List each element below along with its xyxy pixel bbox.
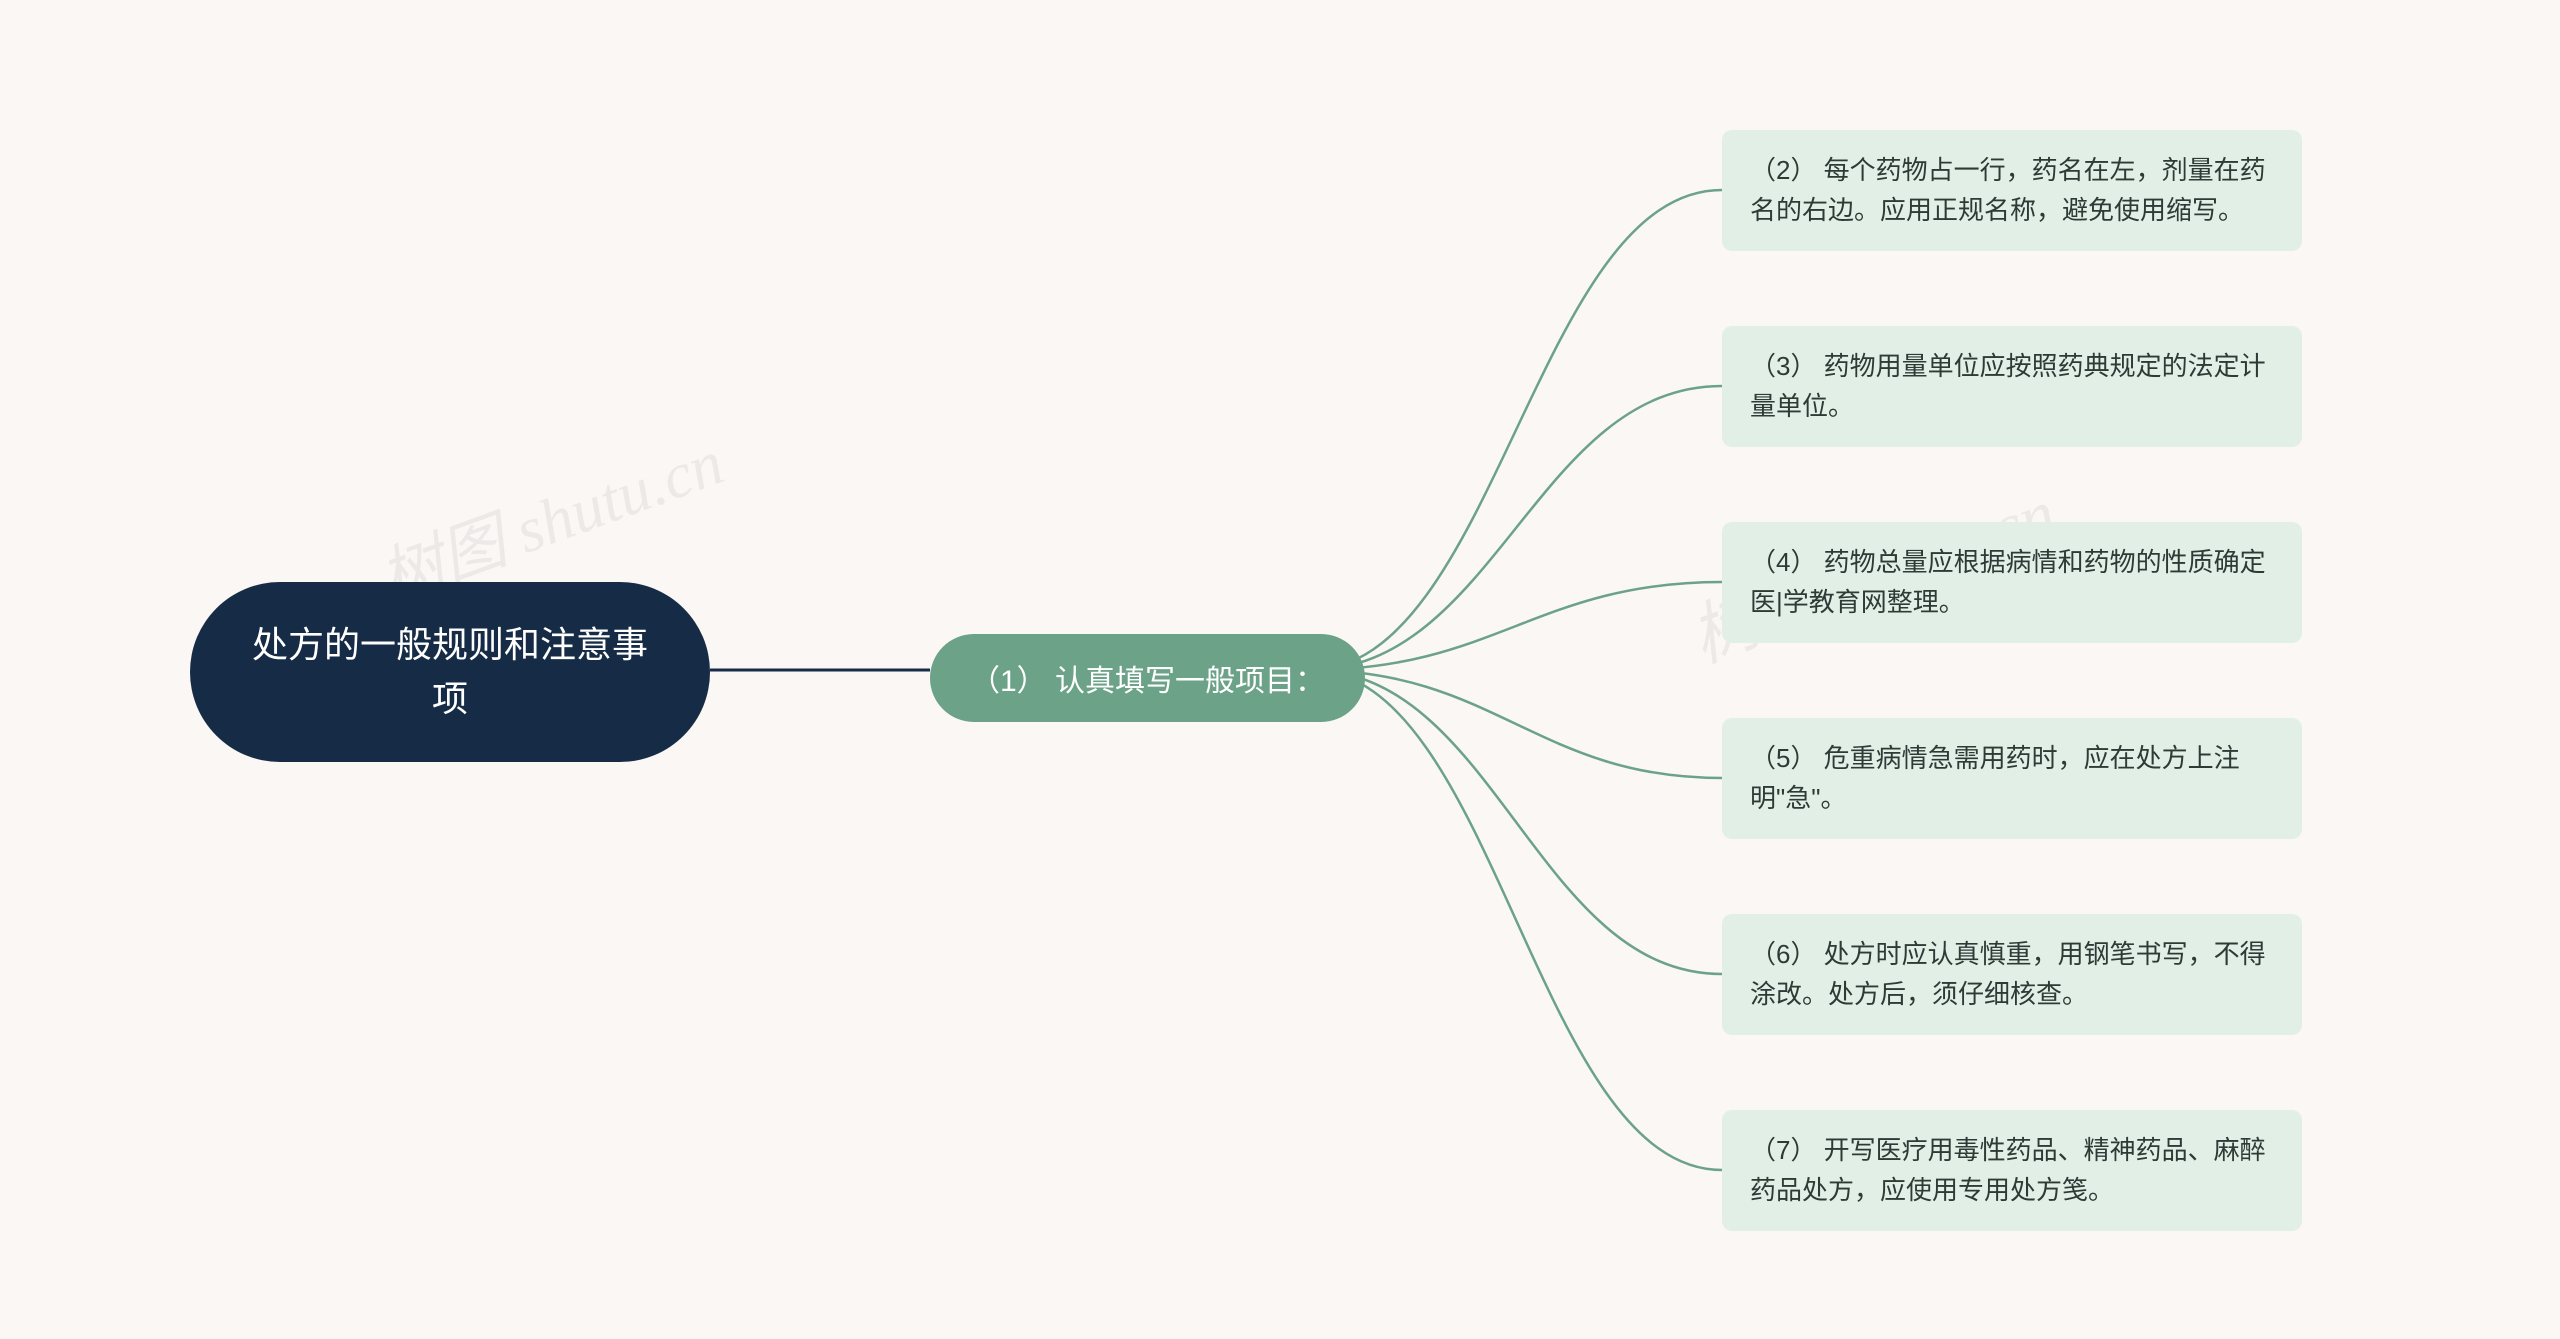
leaf-node[interactable]: （6） 处方时应认真慎重，用钢笔书写，不得涂改。处方后，须仔细核查。: [1722, 914, 2302, 1035]
leaf-node-text: （5） 危重病情急需用药时，应在处方上注明"急"。: [1750, 743, 2240, 813]
leaf-node-text: （4） 药物总量应根据病情和药物的性质确定医|学教育网整理。: [1750, 547, 2266, 617]
root-node[interactable]: 处方的一般规则和注意事项: [190, 582, 710, 762]
leaf-node[interactable]: （7） 开写医疗用毒性药品、精神药品、麻醉药品处方，应使用专用处方笺。: [1722, 1110, 2302, 1231]
mid-node-text: （1） 认真填写一般项目：: [970, 665, 1325, 698]
mid-node[interactable]: （1） 认真填写一般项目：: [930, 634, 1365, 722]
leaf-node[interactable]: （4） 药物总量应根据病情和药物的性质确定医|学教育网整理。: [1722, 522, 2302, 643]
leaf-node[interactable]: （3） 药物用量单位应按照药典规定的法定计量单位。: [1722, 326, 2302, 447]
leaf-node-text: （2） 每个药物占一行，药名在左，剂量在药名的右边。应用正规名称，避免使用缩写。: [1750, 155, 2266, 225]
leaf-node-text: （3） 药物用量单位应按照药典规定的法定计量单位。: [1750, 351, 2266, 421]
leaf-node-text: （6） 处方时应认真慎重，用钢笔书写，不得涂改。处方后，须仔细核查。: [1750, 939, 2266, 1009]
leaf-node[interactable]: （5） 危重病情急需用药时，应在处方上注明"急"。: [1722, 718, 2302, 839]
root-text-line2: 项: [432, 678, 468, 719]
root-text-line1: 处方的一般规则和注意事: [252, 624, 648, 665]
leaf-node-text: （7） 开写医疗用毒性药品、精神药品、麻醉药品处方，应使用专用处方笺。: [1750, 1135, 2266, 1205]
mindmap-canvas: 树图 shutu.cn树图 shutu.cn处方的一般规则和注意事项（1） 认真…: [0, 0, 2560, 1339]
leaf-node[interactable]: （2） 每个药物占一行，药名在左，剂量在药名的右边。应用正规名称，避免使用缩写。: [1722, 130, 2302, 251]
